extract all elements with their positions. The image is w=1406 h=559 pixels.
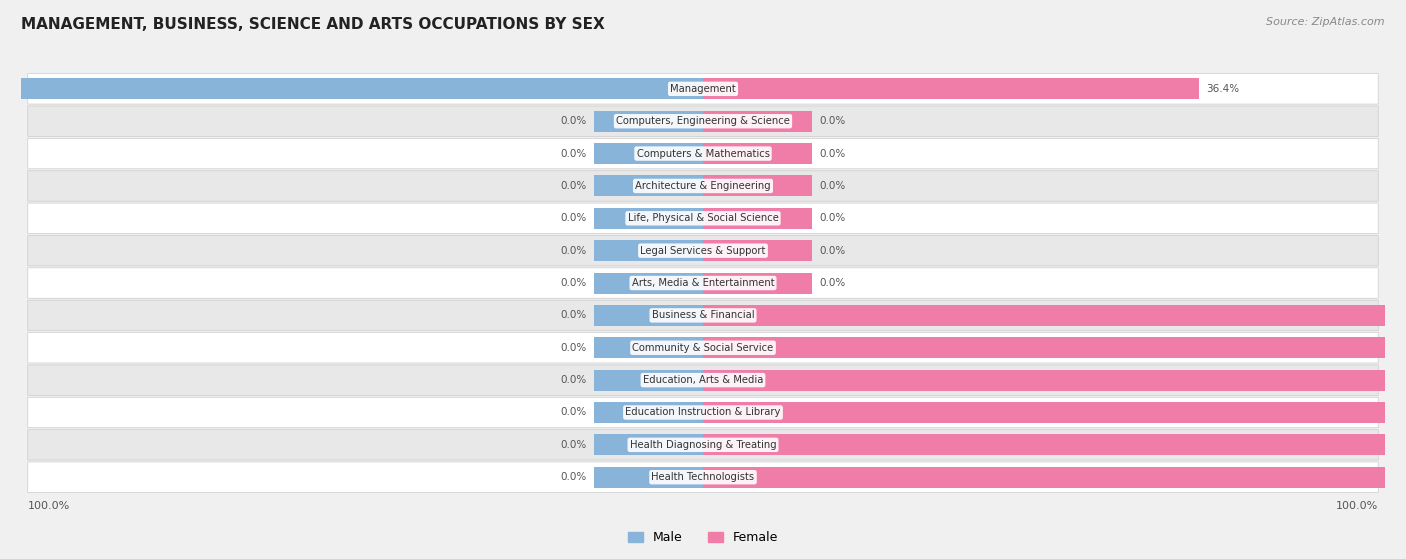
Text: Architecture & Engineering: Architecture & Engineering <box>636 181 770 191</box>
FancyBboxPatch shape <box>28 462 1378 492</box>
Text: Business & Financial: Business & Financial <box>652 310 754 320</box>
Text: 0.0%: 0.0% <box>561 472 588 482</box>
Bar <box>703 111 813 132</box>
Bar <box>703 208 813 229</box>
Text: 0.0%: 0.0% <box>561 149 588 159</box>
FancyBboxPatch shape <box>28 139 1378 169</box>
Bar <box>703 272 813 293</box>
Text: Source: ZipAtlas.com: Source: ZipAtlas.com <box>1267 17 1385 27</box>
Text: 36.4%: 36.4% <box>1206 84 1239 94</box>
FancyBboxPatch shape <box>28 170 1378 201</box>
Text: 0.0%: 0.0% <box>561 375 588 385</box>
Text: Computers, Engineering & Science: Computers, Engineering & Science <box>616 116 790 126</box>
Bar <box>703 434 1406 456</box>
Text: Education, Arts & Media: Education, Arts & Media <box>643 375 763 385</box>
FancyBboxPatch shape <box>28 333 1378 363</box>
Text: Health Technologists: Health Technologists <box>651 472 755 482</box>
FancyBboxPatch shape <box>28 203 1378 234</box>
Text: 0.0%: 0.0% <box>818 214 845 223</box>
FancyBboxPatch shape <box>28 300 1378 330</box>
Bar <box>703 369 1406 391</box>
Text: Legal Services & Support: Legal Services & Support <box>640 245 766 255</box>
Text: 100.0%: 100.0% <box>28 500 70 510</box>
Bar <box>0 78 703 100</box>
Bar <box>703 305 1406 326</box>
Text: 0.0%: 0.0% <box>561 278 588 288</box>
Text: Arts, Media & Entertainment: Arts, Media & Entertainment <box>631 278 775 288</box>
Bar <box>703 143 813 164</box>
Bar <box>593 467 703 487</box>
FancyBboxPatch shape <box>28 365 1378 395</box>
Bar <box>593 143 703 164</box>
Bar <box>593 176 703 196</box>
Bar <box>593 337 703 358</box>
Text: 0.0%: 0.0% <box>561 343 588 353</box>
Bar <box>703 402 1406 423</box>
Text: 0.0%: 0.0% <box>818 149 845 159</box>
Legend: Male, Female: Male, Female <box>628 531 778 544</box>
Text: Computers & Mathematics: Computers & Mathematics <box>637 149 769 159</box>
Bar <box>703 240 813 261</box>
Text: 100.0%: 100.0% <box>1336 500 1378 510</box>
Bar <box>703 78 1199 100</box>
Text: 0.0%: 0.0% <box>561 245 588 255</box>
Text: 0.0%: 0.0% <box>561 116 588 126</box>
Text: 0.0%: 0.0% <box>561 408 588 418</box>
Bar <box>703 467 1406 487</box>
Bar <box>593 111 703 132</box>
FancyBboxPatch shape <box>28 268 1378 299</box>
Text: Community & Social Service: Community & Social Service <box>633 343 773 353</box>
Text: Health Diagnosing & Treating: Health Diagnosing & Treating <box>630 440 776 450</box>
FancyBboxPatch shape <box>28 430 1378 460</box>
Bar <box>593 434 703 456</box>
Text: Management: Management <box>671 84 735 94</box>
Text: MANAGEMENT, BUSINESS, SCIENCE AND ARTS OCCUPATIONS BY SEX: MANAGEMENT, BUSINESS, SCIENCE AND ARTS O… <box>21 17 605 32</box>
Text: 0.0%: 0.0% <box>818 245 845 255</box>
FancyBboxPatch shape <box>28 397 1378 428</box>
Text: 0.0%: 0.0% <box>561 181 588 191</box>
Text: 0.0%: 0.0% <box>561 310 588 320</box>
Bar <box>593 369 703 391</box>
Bar <box>593 305 703 326</box>
Text: 0.0%: 0.0% <box>561 440 588 450</box>
Text: 0.0%: 0.0% <box>818 278 845 288</box>
Bar <box>593 240 703 261</box>
Bar <box>593 208 703 229</box>
Text: 0.0%: 0.0% <box>818 181 845 191</box>
Bar <box>593 272 703 293</box>
Bar <box>703 176 813 196</box>
Bar <box>593 402 703 423</box>
Text: Education Instruction & Library: Education Instruction & Library <box>626 408 780 418</box>
Text: 0.0%: 0.0% <box>818 116 845 126</box>
FancyBboxPatch shape <box>28 74 1378 104</box>
FancyBboxPatch shape <box>28 106 1378 136</box>
Text: Life, Physical & Social Science: Life, Physical & Social Science <box>627 214 779 223</box>
Bar <box>703 337 1406 358</box>
FancyBboxPatch shape <box>28 235 1378 266</box>
Text: 0.0%: 0.0% <box>561 214 588 223</box>
